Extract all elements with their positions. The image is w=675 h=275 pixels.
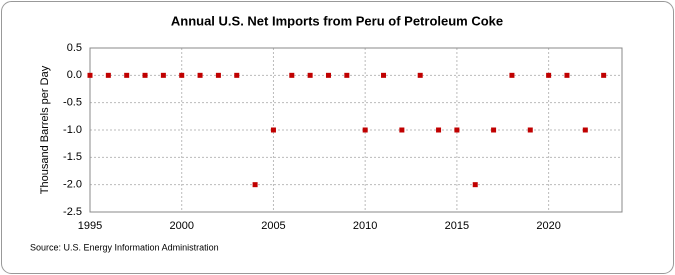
point (472, 182, 478, 188)
x-tick-label: 1995 (78, 220, 102, 232)
point (381, 72, 387, 78)
point (105, 72, 111, 78)
point (270, 127, 276, 133)
x-tick-label: 2005 (261, 220, 285, 232)
x-tick-label: 2020 (536, 220, 560, 232)
x-tick-label: 2000 (169, 220, 193, 232)
point (454, 127, 460, 133)
point (289, 72, 295, 78)
y-tick-label: -1.5 (63, 151, 82, 163)
point (307, 72, 313, 78)
point (362, 127, 368, 133)
point (215, 72, 221, 78)
point (160, 72, 166, 78)
y-tick-label: 0.5 (67, 42, 82, 54)
y-tick-label: -2.0 (63, 179, 82, 191)
point (436, 127, 442, 133)
point (325, 72, 331, 78)
point (142, 72, 148, 78)
y-tick-label: -2.5 (63, 206, 82, 218)
x-tick-label: 2015 (445, 220, 469, 232)
point (197, 72, 203, 78)
y-tick-label: -0.5 (63, 97, 82, 109)
point (601, 72, 607, 78)
point (124, 72, 130, 78)
source: Source: U.S. Energy Information Administ… (30, 242, 219, 252)
chart-title: Annual U.S. Net Imports from Peru of Pet… (171, 13, 503, 28)
y-axis-label: Thousand Barrels per Day (39, 65, 51, 194)
point (546, 72, 552, 78)
point (491, 127, 497, 133)
point (399, 127, 405, 133)
point (179, 72, 185, 78)
plot-border (89, 47, 623, 213)
point (234, 72, 240, 78)
point (344, 72, 350, 78)
point (582, 127, 588, 133)
point (509, 72, 515, 78)
point (252, 182, 258, 188)
y-tick-label: -1.0 (63, 124, 82, 136)
point (527, 127, 533, 133)
point (564, 72, 570, 78)
point (417, 72, 423, 78)
x-tick-label: 2010 (353, 220, 377, 232)
point (87, 72, 93, 78)
y-tick-label: 0.0 (67, 69, 82, 81)
